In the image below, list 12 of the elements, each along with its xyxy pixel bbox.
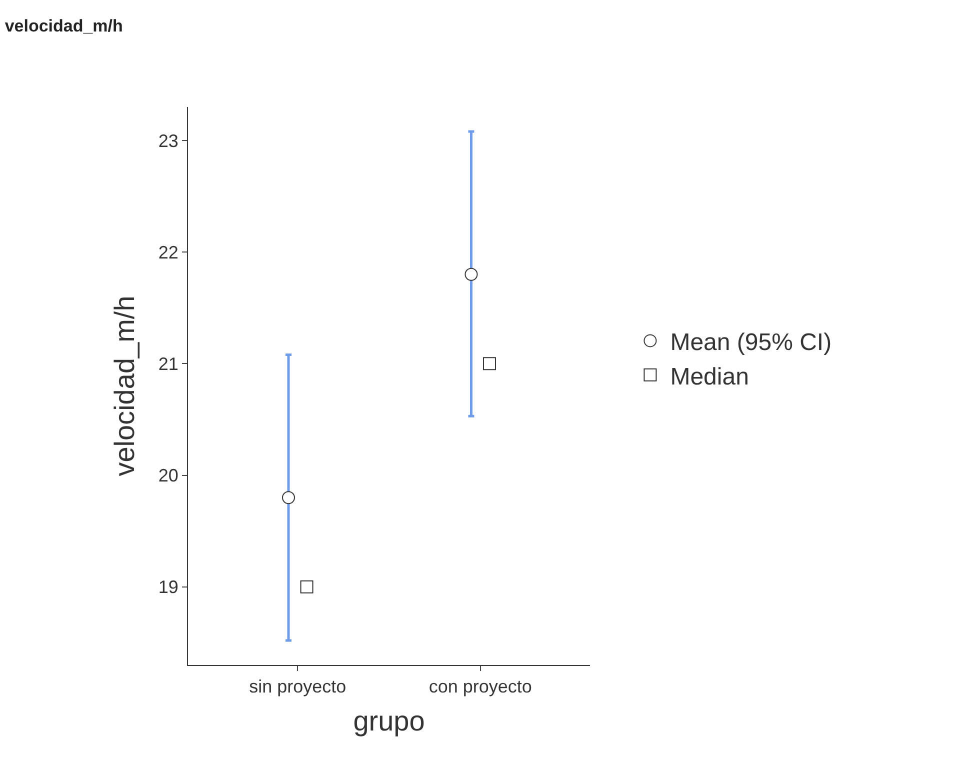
legend-label: Mean (95% CI) (670, 329, 832, 356)
y-tick-label: 23 (158, 130, 178, 151)
legend-label: Median (670, 363, 749, 390)
chart-title: velocidad_m/h (4, 16, 123, 36)
y-tick-label: 21 (158, 354, 178, 374)
x-tick-label: con proyecto (428, 676, 532, 697)
x-axis-title: grupo (353, 706, 425, 737)
y-tick-label: 20 (158, 466, 178, 486)
x-tick-label: sin proyecto (249, 676, 346, 697)
y-tick-label: 22 (158, 242, 178, 262)
y-tick-label: 19 (158, 577, 178, 598)
y-axis-title: velocidad_m/h (109, 296, 140, 476)
